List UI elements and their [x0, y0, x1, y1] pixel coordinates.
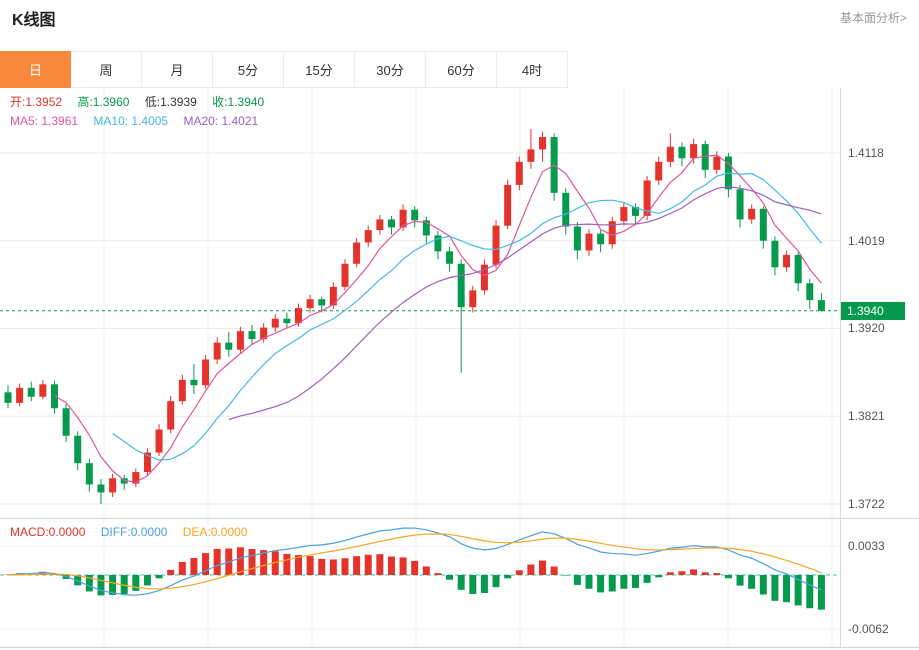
candle[interactable]: [376, 215, 384, 235]
candle[interactable]: [97, 479, 105, 504]
candle[interactable]: [399, 204, 407, 231]
candle[interactable]: [85, 458, 93, 492]
candle[interactable]: [701, 140, 709, 178]
candle[interactable]: [155, 424, 163, 457]
macd-chart[interactable]: [0, 519, 840, 647]
candle[interactable]: [631, 203, 639, 224]
candle[interactable]: [515, 156, 523, 191]
candle[interactable]: [39, 379, 47, 400]
candle[interactable]: [74, 431, 82, 471]
candle[interactable]: [724, 152, 732, 198]
page-header: K线图 基本面分析>: [0, 0, 919, 31]
gridlines: [0, 88, 840, 518]
y-axis-tick: 1.3920: [848, 321, 885, 336]
y-axis-tick: 1.3722: [848, 496, 885, 511]
candle[interactable]: [666, 133, 674, 168]
candle[interactable]: [271, 314, 279, 333]
candle[interactable]: [783, 250, 791, 272]
candle[interactable]: [202, 355, 210, 389]
candle[interactable]: [480, 259, 488, 295]
candle[interactable]: [573, 222, 581, 260]
candle[interactable]: [771, 236, 779, 276]
macd-axis: 0.0033 -0.0062: [840, 519, 919, 647]
dea-line: [7, 533, 822, 590]
candle[interactable]: [260, 323, 268, 343]
ma10-line: [112, 172, 822, 461]
candle[interactable]: [597, 230, 605, 253]
kline-chart-section: 开:1.3952 高:1.3960 低:1.3939 收:1.3940 MA5:…: [0, 88, 919, 518]
tab-60min[interactable]: 60分: [426, 51, 497, 88]
candle[interactable]: [190, 363, 198, 395]
candle[interactable]: [678, 142, 686, 167]
candle[interactable]: [16, 383, 24, 407]
candle[interactable]: [504, 179, 512, 230]
candle[interactable]: [306, 294, 314, 313]
price-axis: 1.3940 1.4118 1.4019 1.3920 1.3821 1.3722: [840, 88, 919, 518]
candle[interactable]: [690, 138, 698, 164]
candle[interactable]: [794, 252, 802, 292]
candle[interactable]: [655, 156, 663, 185]
diff-line: [7, 527, 822, 596]
candle[interactable]: [132, 468, 140, 488]
tab-15min[interactable]: 15分: [284, 51, 355, 88]
candle[interactable]: [4, 385, 12, 409]
candle[interactable]: [213, 337, 221, 364]
candle[interactable]: [585, 229, 593, 256]
candle[interactable]: [341, 259, 349, 291]
y-axis-tick: 1.3821: [848, 409, 885, 424]
candle[interactable]: [817, 293, 825, 312]
current-price-badge: 1.3940: [841, 301, 905, 320]
candle[interactable]: [62, 403, 70, 442]
y-axis-tick: 1.4118: [848, 145, 884, 160]
macd-histogram: [4, 547, 825, 610]
ma20-line: [228, 186, 822, 421]
ma5-line: [54, 154, 822, 483]
candle[interactable]: [283, 312, 291, 329]
tab-30min[interactable]: 30分: [355, 51, 426, 88]
tab-5min[interactable]: 5分: [213, 51, 284, 88]
kline-chart[interactable]: [0, 88, 840, 518]
period-tabs: 日 周 月 5分 15分 30分 60分 4时: [0, 51, 919, 88]
candle[interactable]: [27, 381, 35, 402]
candle[interactable]: [143, 448, 151, 476]
candle[interactable]: [411, 206, 419, 228]
macd-axis-tick: -0.0062: [848, 622, 889, 637]
macd-section: MACD:0.0000 DIFF:0.0000 DEA:0.0000 0.003…: [0, 518, 919, 648]
candle[interactable]: [248, 324, 256, 345]
candle[interactable]: [387, 215, 395, 235]
candle[interactable]: [539, 131, 547, 162]
tab-month[interactable]: 月: [142, 51, 213, 88]
y-axis-tick: 1.4019: [848, 233, 885, 248]
candle[interactable]: [492, 220, 500, 269]
candle[interactable]: [434, 230, 442, 260]
candle[interactable]: [806, 278, 814, 309]
candle[interactable]: [225, 332, 233, 357]
fundamental-analysis-link[interactable]: 基本面分析>: [839, 11, 907, 25]
page-title: K线图: [12, 12, 56, 29]
tab-day[interactable]: 日: [0, 51, 71, 88]
tab-week[interactable]: 周: [71, 51, 142, 88]
candle[interactable]: [527, 129, 535, 169]
candle[interactable]: [736, 184, 744, 228]
candle[interactable]: [167, 395, 175, 434]
candle[interactable]: [620, 202, 628, 226]
candle[interactable]: [469, 285, 477, 313]
candle[interactable]: [422, 216, 430, 244]
candle[interactable]: [562, 188, 570, 235]
tab-4hour[interactable]: 4时: [497, 51, 568, 88]
candle[interactable]: [748, 204, 756, 224]
candle[interactable]: [457, 259, 465, 373]
candle[interactable]: [364, 225, 372, 247]
candle[interactable]: [109, 473, 117, 497]
candle[interactable]: [318, 296, 326, 313]
candle[interactable]: [236, 326, 244, 354]
candle[interactable]: [759, 206, 767, 249]
candle[interactable]: [446, 246, 454, 272]
macd-axis-tick: 0.0033: [848, 539, 885, 554]
candle[interactable]: [608, 216, 616, 249]
candle[interactable]: [120, 474, 128, 490]
candle[interactable]: [178, 374, 186, 405]
candle[interactable]: [353, 238, 361, 268]
